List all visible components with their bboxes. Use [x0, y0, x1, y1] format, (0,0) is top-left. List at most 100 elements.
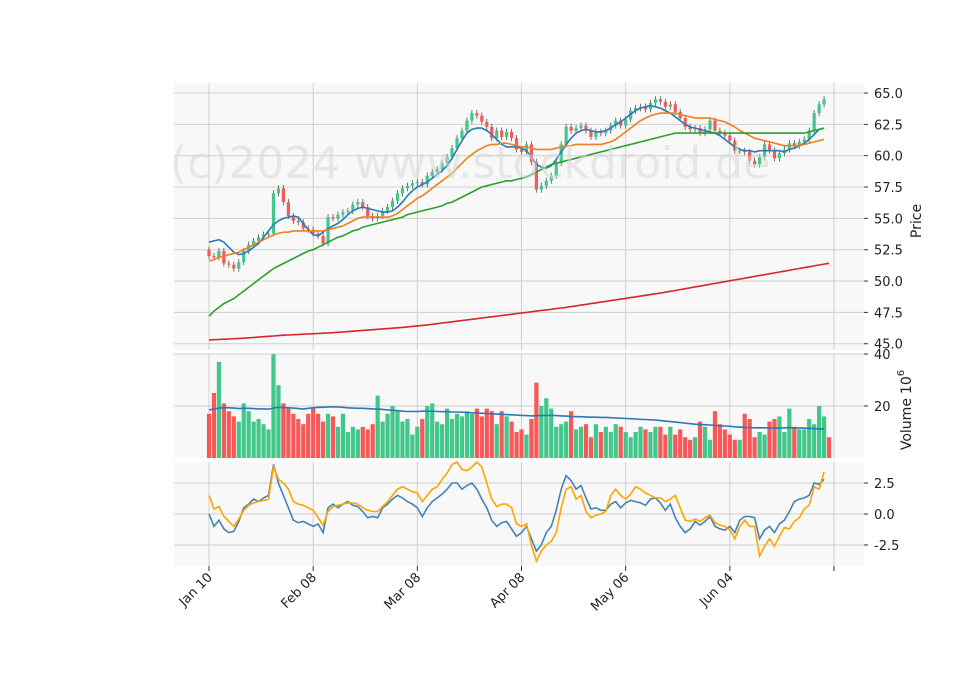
candle-body [624, 119, 628, 126]
volume-bar [301, 424, 306, 458]
volume-bar [792, 426, 797, 458]
oscillator-line [208, 464, 825, 553]
candle-body [529, 144, 534, 162]
volume-bar [613, 424, 618, 458]
candle-body [470, 113, 474, 121]
volume-bar [678, 429, 683, 458]
candle-body [316, 233, 320, 236]
volume-bar [340, 413, 346, 458]
candle-body [594, 131, 598, 137]
candle-body [385, 207, 390, 211]
candle-body [534, 161, 538, 190]
volume-bar [469, 413, 474, 458]
candle-body [698, 128, 702, 134]
volume-bar [787, 408, 792, 458]
candle-body [772, 150, 777, 159]
volume-bar [355, 429, 360, 458]
volume-bar [658, 426, 663, 458]
volume-bar [316, 413, 321, 458]
candle-body [346, 210, 350, 213]
candle-body [276, 188, 281, 194]
volume-bar [425, 406, 430, 458]
volume-bar [350, 426, 355, 458]
volume-bar [216, 361, 222, 458]
candle-body [440, 163, 444, 170]
volume-bar [504, 416, 509, 458]
volume-bar [241, 403, 246, 458]
candle-body [217, 250, 221, 258]
volume-axis-exponent: 6 [896, 370, 907, 376]
y-tick-label: 45.0 [874, 338, 903, 353]
candle-body [643, 106, 648, 110]
candle-body [738, 150, 742, 152]
volume-bar [306, 413, 311, 458]
candle-body [475, 113, 479, 116]
volume-bar [693, 437, 698, 458]
volume-bar [772, 419, 777, 458]
candle-body [688, 126, 692, 130]
volume-bar [479, 416, 484, 458]
volume-bar [633, 432, 638, 458]
volume-bar [345, 432, 350, 458]
volume-bar [782, 432, 787, 458]
volume-bar [807, 419, 812, 458]
volume-bar [747, 419, 752, 458]
moving-average-line [208, 104, 825, 256]
volume-bar [643, 429, 648, 458]
candle-body [435, 169, 439, 172]
candle-body [227, 263, 231, 265]
candle-body [257, 237, 261, 241]
candle-body [524, 144, 529, 152]
volume-bar [817, 406, 822, 458]
candle-body [212, 255, 216, 258]
volume-bar [311, 408, 316, 458]
volume-bar [623, 432, 628, 458]
y-tick-label: 20 [874, 400, 891, 415]
volume-bar [529, 419, 534, 458]
volume-bar [375, 395, 380, 458]
candle-body [668, 104, 672, 107]
volume-bar [717, 424, 723, 458]
candle-body [480, 115, 484, 122]
volume-bar [588, 437, 594, 458]
volume-bar [727, 434, 732, 458]
volume-bar [702, 426, 708, 458]
volume-bar [737, 439, 742, 458]
candle-body [410, 183, 414, 186]
volume-bar [370, 424, 375, 458]
volume-bar [573, 429, 579, 458]
candle-body [614, 120, 618, 126]
volume-bar [826, 437, 832, 458]
candle-body [351, 204, 355, 211]
volume-bar [415, 426, 420, 458]
volume-bar [628, 437, 633, 458]
volume-bar [812, 424, 817, 458]
volume-bar [638, 426, 643, 458]
candle-body [460, 130, 464, 139]
volume-bar [410, 434, 415, 458]
y-tick-label: 65.0 [874, 87, 903, 102]
candle-body [564, 126, 568, 145]
candle-body [400, 188, 405, 194]
candle-body [589, 130, 593, 137]
volume-bar [221, 403, 226, 458]
volume-bar [291, 413, 296, 458]
candle-body [802, 139, 806, 142]
y-tick-label: 47.5 [874, 306, 903, 321]
volume-bar [549, 408, 554, 458]
volume-bar [474, 408, 479, 458]
candle-body [584, 125, 588, 131]
candle-body [232, 264, 236, 269]
oscillator-panel: -2.5 0.0 2.5 [174, 460, 899, 566]
candle-body [792, 143, 796, 146]
volume-bar [459, 416, 465, 458]
volume-bar [231, 416, 236, 458]
volume-bar [385, 413, 390, 458]
volume-bar [683, 437, 688, 458]
candle-body [301, 222, 305, 229]
y-tick-label: 60.0 [874, 150, 903, 165]
volume-bar [539, 406, 544, 458]
candle-body [291, 215, 295, 221]
